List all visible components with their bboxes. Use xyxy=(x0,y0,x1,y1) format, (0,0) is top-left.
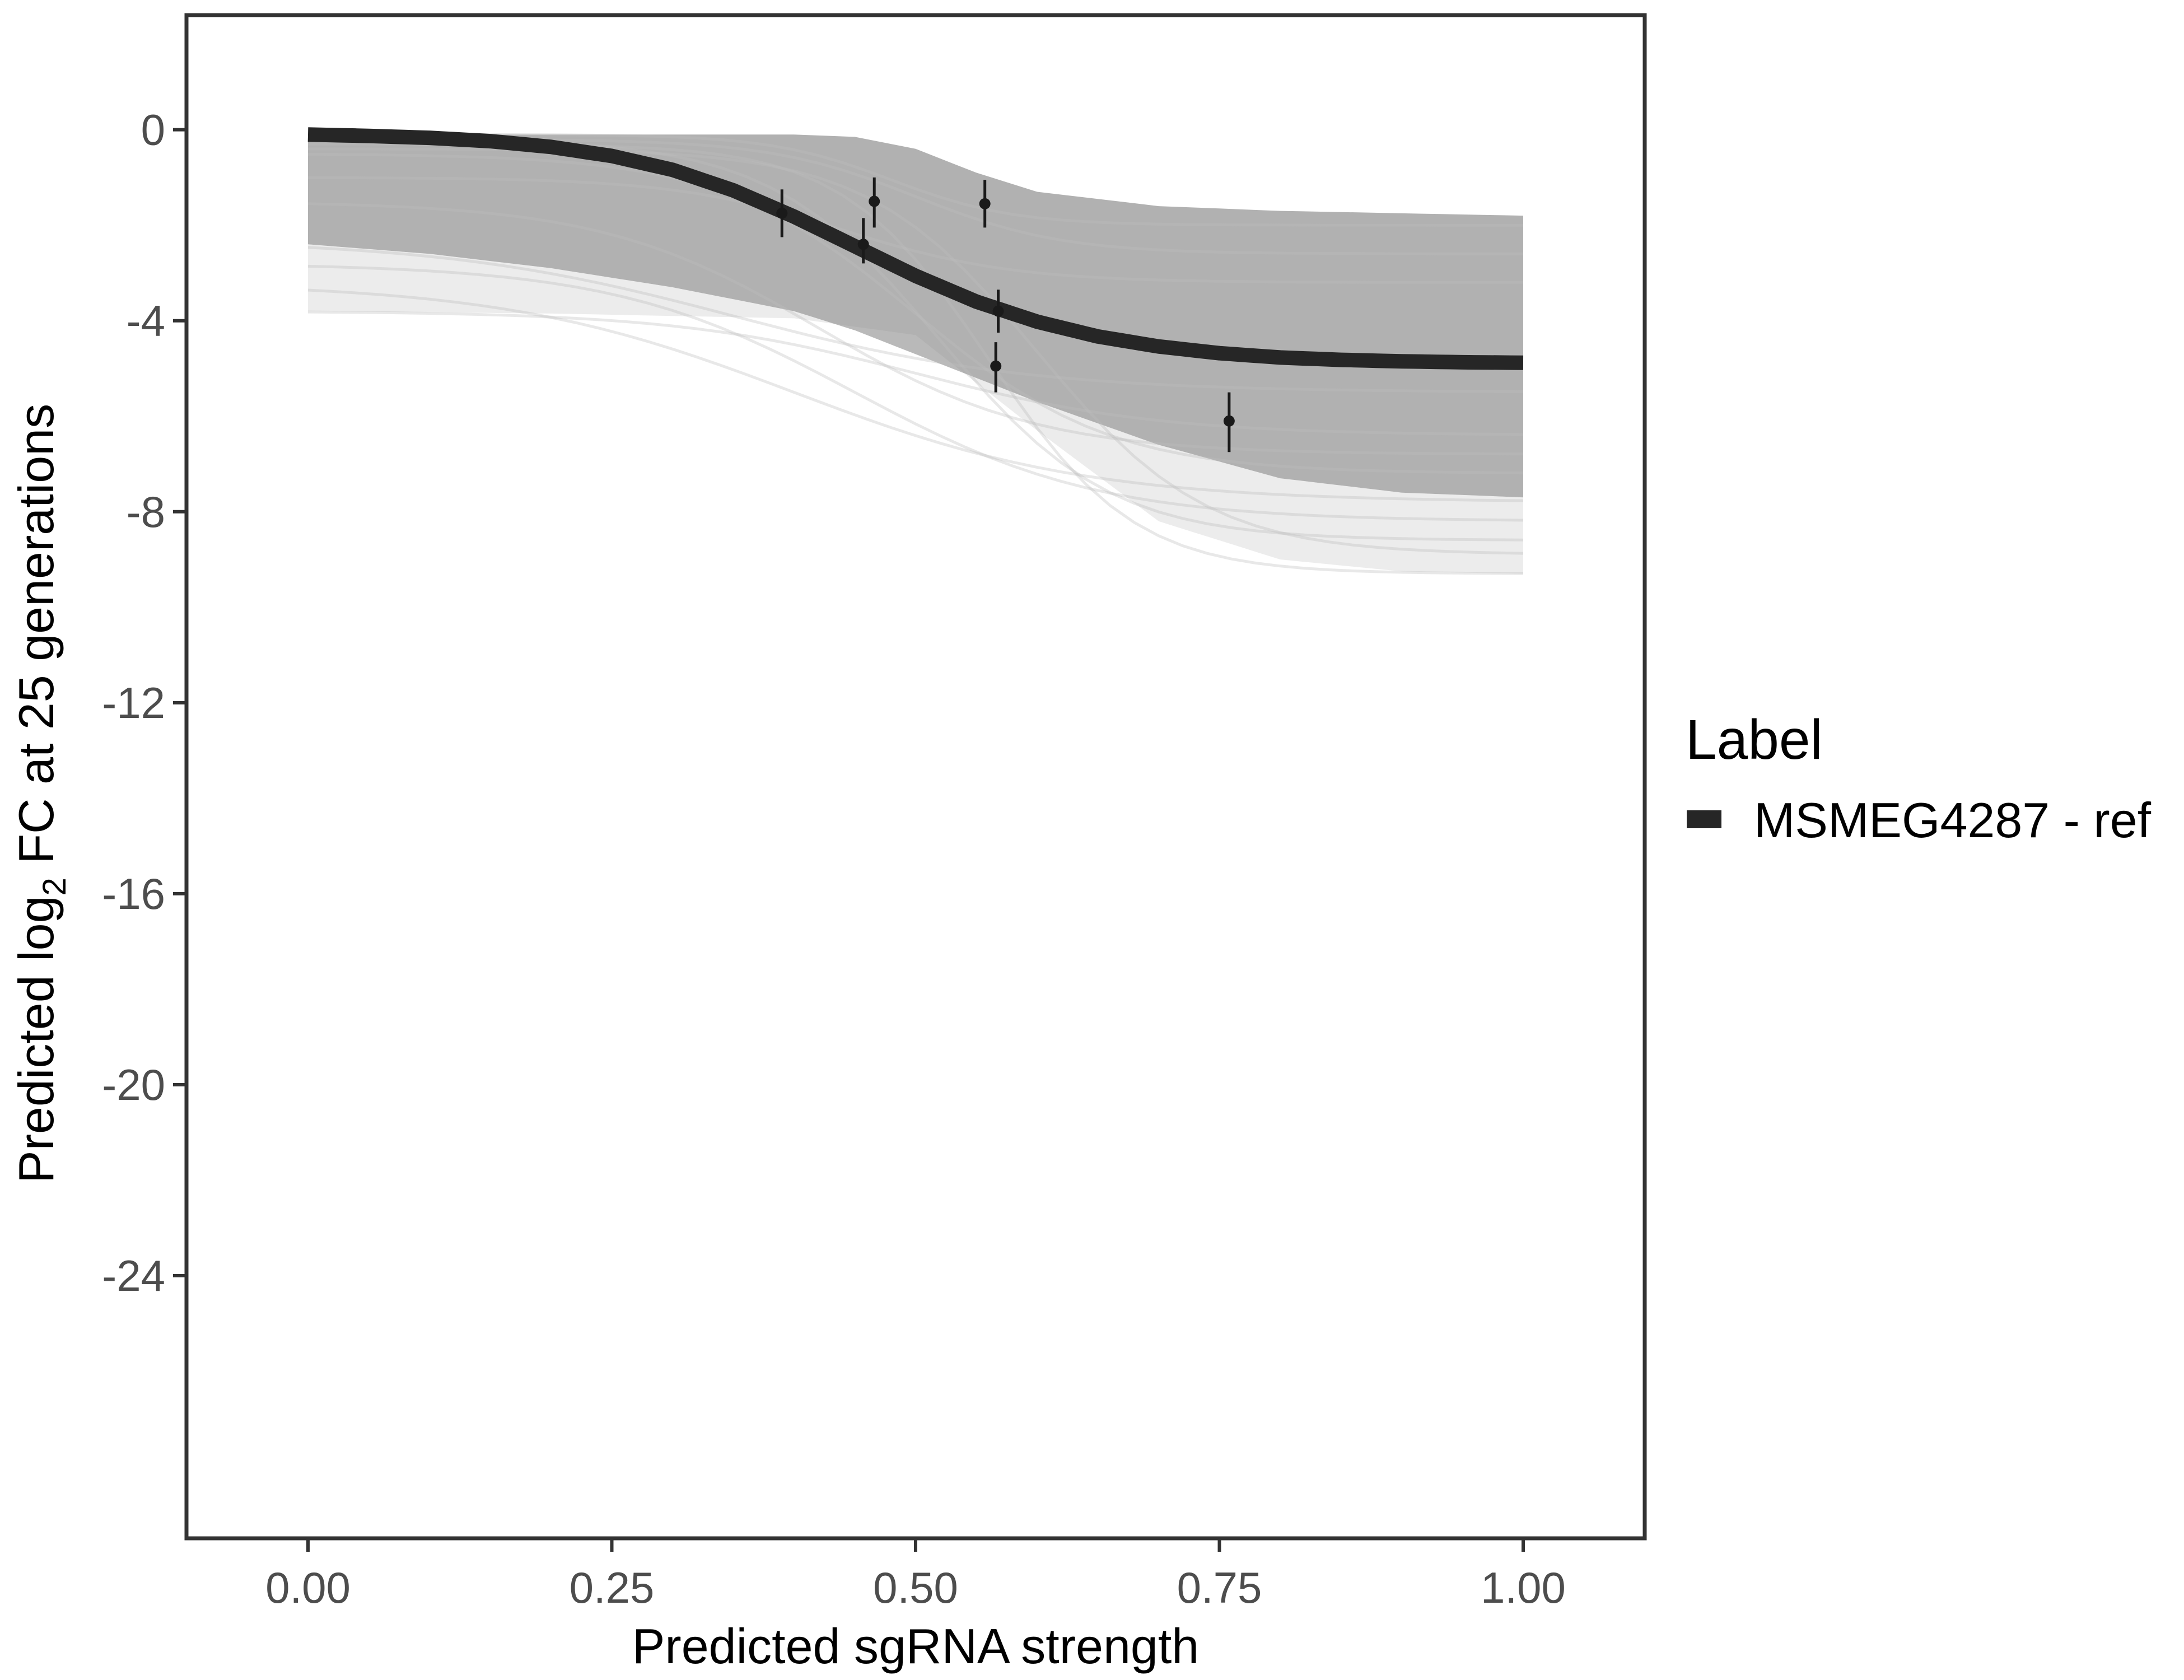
y-tick-label-5: -20 xyxy=(102,1060,165,1109)
data-point-0 xyxy=(776,207,788,219)
x-tick-label-0: 0.00 xyxy=(265,1563,351,1612)
y-tick-label-6: -24 xyxy=(102,1251,165,1300)
x-axis-title: Predicted sgRNA strength xyxy=(632,1618,1200,1674)
panel-border xyxy=(184,13,1647,1541)
y-axis-title: Predicted log2 FC at 25 generations xyxy=(8,404,73,1183)
y-axis-title-prefix: Predicted log xyxy=(8,895,64,1183)
posterior-sample-curves xyxy=(307,133,1524,575)
data-point-4 xyxy=(992,305,1004,317)
y-axis-title-subscript: 2 xyxy=(36,878,73,895)
sample-curve-7 xyxy=(307,202,1524,456)
sample-curve-8 xyxy=(307,246,1524,393)
y-tick-label-0: 0 xyxy=(141,105,165,155)
posterior-band-core xyxy=(308,134,1523,498)
reference-curve xyxy=(307,127,1524,370)
y-tick-label-2: -8 xyxy=(127,487,165,536)
data-point-6 xyxy=(1223,415,1235,427)
x-axis: 0.00 0.25 0.50 0.75 1.00 xyxy=(265,1540,1566,1612)
x-tick-label-4: 1.00 xyxy=(1481,1563,1566,1612)
plot-area xyxy=(307,127,1524,575)
x-tick-label-1: 0.25 xyxy=(570,1563,655,1612)
sample-curve-2 xyxy=(307,264,1524,522)
y-tick-label-1: -4 xyxy=(127,296,165,346)
sample-curve-9 xyxy=(307,310,1524,436)
data-point-5 xyxy=(990,360,1002,372)
x-tick-label-2: 0.50 xyxy=(873,1563,958,1612)
data-points xyxy=(776,177,1235,452)
x-tick-label-3: 0.75 xyxy=(1177,1563,1262,1612)
data-point-3 xyxy=(979,198,991,209)
sample-curve-4 xyxy=(307,152,1524,474)
y-tick-label-3: -12 xyxy=(102,678,165,727)
legend: Label MSMEG4287 - ref xyxy=(1686,708,2152,848)
y-axis: 0 -4 -8 -12 -16 -20 -24 xyxy=(102,105,185,1300)
posterior-band xyxy=(308,134,1523,574)
y-tick-label-4: -16 xyxy=(102,869,165,918)
posterior-band-outer xyxy=(308,244,1523,574)
sample-curve-3 xyxy=(307,288,1524,502)
sample-curve-5 xyxy=(308,133,1523,227)
legend-key-swatch xyxy=(1687,810,1721,828)
legend-title: Label xyxy=(1686,708,1823,771)
sample-curve-11 xyxy=(307,176,1523,284)
y-axis-title-suffix: FC at 25 generations xyxy=(8,404,64,878)
data-point-2 xyxy=(869,195,880,207)
data-point-1 xyxy=(857,239,869,250)
legend-entry-label: MSMEG4287 - ref xyxy=(1754,792,2152,848)
